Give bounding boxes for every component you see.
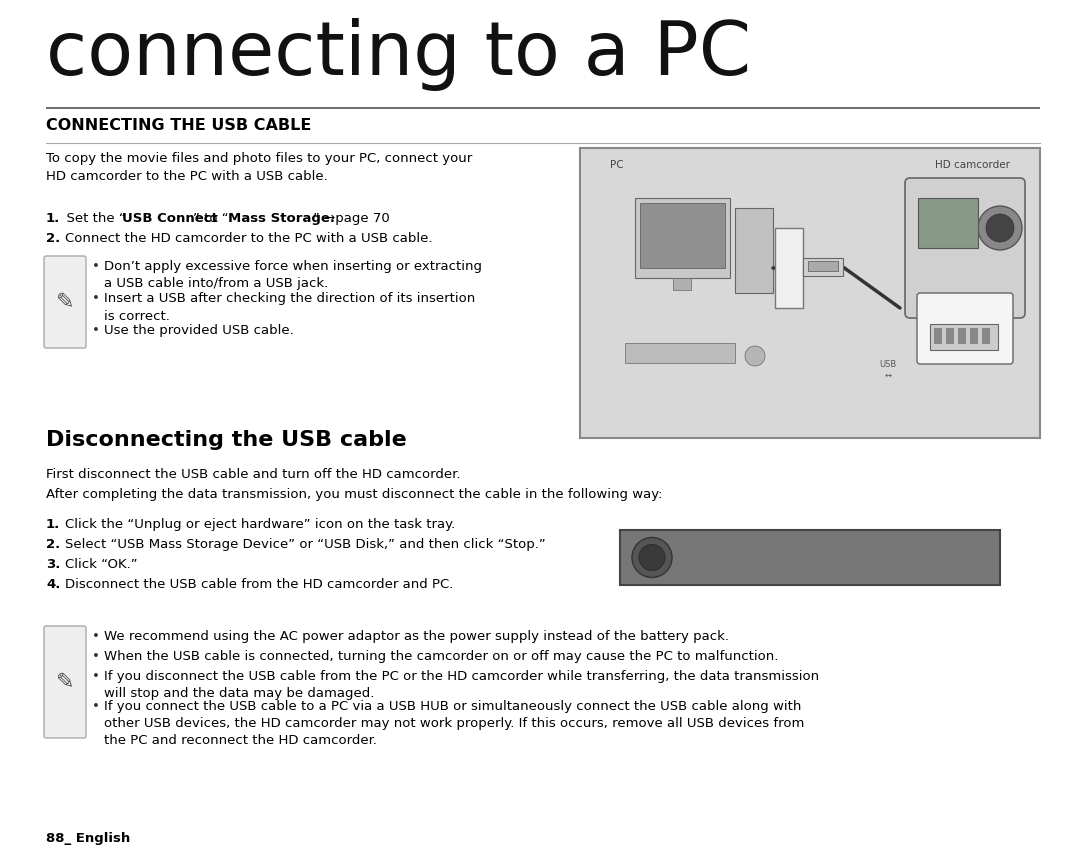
Text: 1.: 1. [46,212,60,225]
Text: First disconnect the USB cable and turn off the HD camcorder.: First disconnect the USB cable and turn … [46,468,460,481]
Text: After completing the data transmission, you must disconnect the cable in the fol: After completing the data transmission, … [46,488,662,501]
Text: If you connect the USB cable to a PC via a USB HUB or simultaneously connect the: If you connect the USB cable to a PC via… [104,700,805,747]
Bar [673,278,691,290]
Text: Set the “: Set the “ [58,212,125,225]
Text: connecting to a PC: connecting to a PC [46,18,751,91]
Text: CONNECTING THE USB CABLE: CONNECTING THE USB CABLE [46,118,311,133]
Text: 1.: 1. [46,518,60,531]
Text: ” to “: ” to “ [193,212,229,225]
Bar [946,328,954,344]
FancyBboxPatch shape [620,530,1000,585]
FancyBboxPatch shape [580,148,1040,438]
Text: 2.: 2. [46,538,60,551]
Circle shape [978,206,1022,250]
Text: Connect the HD camcorder to the PC with a USB cable.: Connect the HD camcorder to the PC with … [65,232,432,245]
Text: ✎: ✎ [56,292,75,312]
Circle shape [639,545,665,571]
Bar [625,343,735,363]
Text: PC: PC [610,160,623,170]
Text: USB: USB [944,301,986,319]
Bar [735,208,773,293]
Text: •: • [92,700,99,713]
Bar [982,328,990,344]
Circle shape [632,538,672,578]
Text: Disconnecting the USB cable: Disconnecting the USB cable [46,430,407,450]
FancyBboxPatch shape [44,626,86,738]
Text: 2.: 2. [46,232,60,245]
Text: USB
↔: USB ↔ [879,360,896,379]
Text: ” →page 70: ” →page 70 [312,212,390,225]
Text: •: • [92,650,99,663]
Bar [918,198,978,248]
Bar [635,198,730,278]
Text: •: • [92,292,99,305]
Bar [808,261,838,271]
Bar [640,203,725,268]
Bar [804,258,843,276]
Text: ★ ★: ★ ★ [680,538,715,556]
Text: •: • [92,260,99,273]
FancyBboxPatch shape [905,178,1025,318]
Text: Insert a USB after checking the direction of its insertion
is correct.: Insert a USB after checking the directio… [104,292,475,322]
Bar [775,228,804,308]
Text: ✎: ✎ [56,672,75,692]
Text: Click the “Unplug or eject hardware” icon on the task tray.: Click the “Unplug or eject hardware” ico… [65,518,456,531]
Text: •: • [92,324,99,337]
Text: •: • [92,630,99,643]
Bar [970,328,978,344]
Text: Mass Storage.: Mass Storage. [228,212,335,225]
Bar [958,328,966,344]
Bar [930,324,998,350]
Text: 88_ English: 88_ English [46,832,131,845]
Text: We recommend using the AC power adaptor as the power supply instead of the batte: We recommend using the AC power adaptor … [104,630,729,643]
Text: Use the provided USB cable.: Use the provided USB cable. [104,324,294,337]
FancyBboxPatch shape [44,256,86,348]
Text: HD camcorder: HD camcorder [935,160,1010,170]
Text: To copy the movie files and photo files to your PC, connect your
HD camcorder to: To copy the movie files and photo files … [46,152,472,184]
Text: 3.: 3. [46,558,60,571]
Text: Select “USB Mass Storage Device” or “USB Disk,” and then click “Stop.”: Select “USB Mass Storage Device” or “USB… [65,538,545,551]
Text: When the USB cable is connected, turning the camcorder on or off may cause the P: When the USB cable is connected, turning… [104,650,779,663]
Circle shape [986,214,1014,242]
Text: 4.: 4. [46,578,60,591]
Text: Disconnect the USB cable from the HD camcorder and PC.: Disconnect the USB cable from the HD cam… [65,578,454,591]
Text: •: • [92,670,99,683]
Bar [934,328,942,344]
Text: If you disconnect the USB cable from the PC or the HD camcorder while transferri: If you disconnect the USB cable from the… [104,670,819,701]
Text: Click “OK.”: Click “OK.” [65,558,137,571]
Text: USB Connect: USB Connect [122,212,218,225]
Text: 3:05 PM: 3:05 PM [918,550,988,565]
Circle shape [745,346,765,366]
Text: Don’t apply excessive force when inserting or extracting
a USB cable into/from a: Don’t apply excessive force when inserti… [104,260,482,290]
FancyBboxPatch shape [917,293,1013,364]
